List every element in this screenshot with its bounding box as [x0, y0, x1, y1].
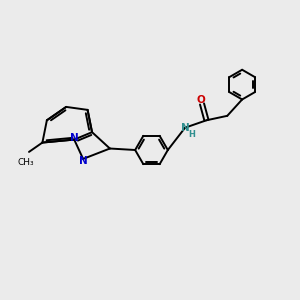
Text: CH₃: CH₃ — [17, 158, 34, 167]
Text: N: N — [181, 123, 189, 133]
Text: H: H — [188, 130, 195, 139]
Text: N: N — [79, 156, 88, 166]
Text: O: O — [196, 95, 205, 105]
Text: N: N — [70, 133, 79, 143]
